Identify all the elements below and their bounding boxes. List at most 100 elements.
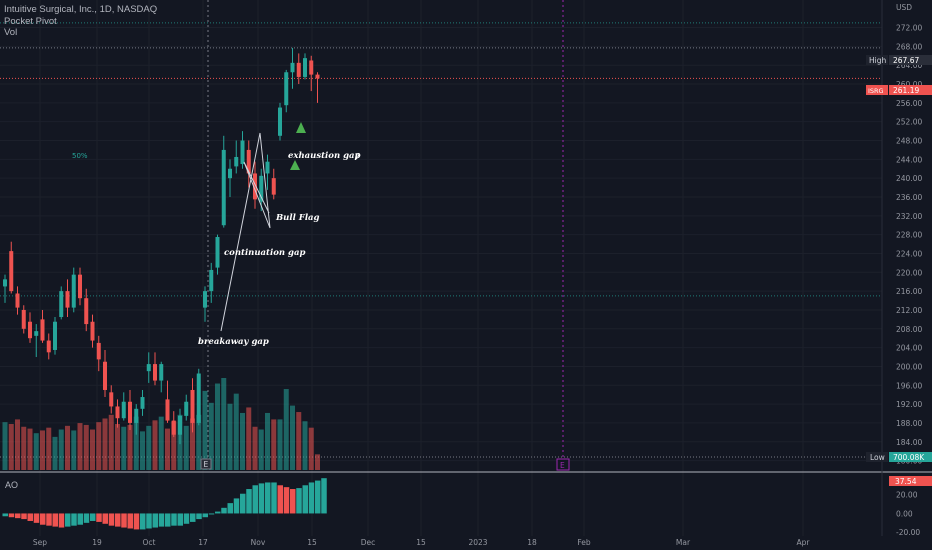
time-tick-label: 17 — [198, 538, 208, 547]
earnings-marker-upcoming[interactable]: E — [556, 458, 570, 471]
candle-body — [278, 107, 282, 136]
ao-bar — [108, 513, 115, 526]
ao-bar — [271, 482, 277, 514]
annotation-fifty-percent[interactable]: 50% — [72, 152, 88, 160]
time-tick-label: 18 — [527, 538, 537, 547]
volume-bar — [252, 426, 258, 470]
volume-bar — [46, 427, 52, 470]
low-badge: Low 700.08K — [866, 452, 932, 462]
annotation-question-mark[interactable]: ? — [355, 152, 361, 162]
candle-body — [78, 274, 82, 299]
candle-body — [128, 401, 132, 423]
candle-body — [203, 291, 207, 308]
time-tick-label: 2023 — [468, 538, 487, 547]
grid — [0, 0, 882, 536]
ao-bar — [277, 485, 283, 514]
price-tick-label: 256.00 — [896, 99, 922, 108]
ao-bar — [65, 513, 71, 527]
ao-bar — [296, 488, 302, 514]
chart-title[interactable]: Intuitive Surgical, Inc., 1D, NASDAQ — [4, 4, 158, 15]
ao-bar — [27, 513, 33, 521]
earnings-marker-past[interactable]: E — [200, 458, 212, 470]
volume-bar — [8, 424, 14, 470]
volume-bar — [240, 412, 245, 470]
volume-bar — [221, 378, 227, 470]
candle-body — [209, 269, 214, 292]
indicator-pocket-pivot[interactable]: Pocket Pivot — [4, 16, 57, 27]
volume-bar — [102, 418, 108, 470]
candle-body — [234, 156, 239, 167]
candle-body — [9, 251, 14, 292]
ao-bar — [146, 513, 152, 529]
volume-bar — [71, 430, 77, 470]
volume-bar — [52, 436, 58, 470]
candle-body — [40, 319, 45, 341]
ao-bar — [21, 513, 27, 520]
volume-bar — [115, 424, 120, 470]
annotation-bull-flag[interactable]: Bull Flag — [275, 213, 320, 223]
svg-text:High: High — [869, 56, 886, 65]
ao-bar — [40, 513, 46, 525]
ao-bar — [96, 513, 102, 522]
ao-bar — [183, 513, 190, 524]
volume-bar — [90, 429, 95, 470]
candle-body — [159, 364, 164, 381]
candle-body — [215, 237, 220, 268]
price-tick-label: 200.00 — [896, 362, 922, 371]
volume-bar — [127, 424, 133, 470]
time-tick-label: 15 — [307, 538, 317, 547]
ao-bar — [208, 513, 215, 515]
price-tick-label: 252.00 — [896, 118, 922, 127]
volume-bar — [65, 425, 70, 470]
volume-bar — [315, 454, 320, 470]
trendline-drawings[interactable] — [220, 132, 271, 332]
price-tick-label: 208.00 — [896, 325, 922, 334]
candle-body — [228, 168, 232, 179]
high-badge: High 267.67 — [866, 55, 932, 65]
volume-bar — [308, 427, 314, 470]
volume-bar — [27, 428, 33, 470]
ao-bar — [283, 487, 290, 514]
ao-value-badge: 37.54 — [889, 476, 932, 486]
annotation-breakaway-gap[interactable]: breakaway gap — [198, 337, 269, 347]
annotation-exhaustion-gap[interactable]: exhaustion gap — [288, 151, 361, 161]
candle-body — [109, 392, 114, 407]
volume-bar — [265, 412, 270, 470]
pocket-pivot-arrow-up-icon — [296, 122, 306, 133]
ao-tick-label: 20.00 — [896, 491, 918, 500]
price-tick-label: 184.00 — [896, 438, 922, 447]
time-tick-label: Oct — [143, 538, 156, 547]
ao-bar — [221, 507, 227, 514]
candle-body — [140, 397, 145, 409]
ao-bar — [227, 503, 233, 514]
price-tick-label: 236.00 — [896, 193, 922, 202]
candle-body — [84, 298, 89, 325]
volume-bar — [227, 403, 233, 470]
price-tick-label: 244.00 — [896, 155, 922, 164]
volume-bar — [296, 412, 302, 470]
price-tick-label: 228.00 — [896, 231, 922, 240]
price-tick-label: 264.00 — [896, 61, 922, 70]
candle-body — [165, 399, 170, 421]
price-tick-label: 268.00 — [896, 42, 922, 51]
ao-bar — [121, 513, 127, 528]
ao-bar — [233, 498, 240, 514]
time-tick-label: 19 — [92, 538, 102, 547]
candle-body — [146, 364, 151, 372]
candle-body — [59, 291, 64, 318]
ao-bar — [158, 513, 165, 527]
annotation-continuation-gap[interactable]: continuation gap — [224, 248, 305, 258]
candle-body — [290, 62, 295, 73]
volume-bar — [277, 419, 283, 470]
svg-text:ISRG: ISRG — [868, 87, 884, 95]
candle-body — [71, 274, 76, 308]
ao-bar — [215, 511, 221, 514]
volume-bar — [283, 389, 289, 470]
indicator-volume[interactable]: Vol — [4, 27, 18, 38]
ao-bar — [196, 513, 202, 520]
volume-bar — [58, 429, 64, 470]
price-tick-label: 204.00 — [896, 344, 922, 353]
volume-bar — [290, 405, 295, 470]
